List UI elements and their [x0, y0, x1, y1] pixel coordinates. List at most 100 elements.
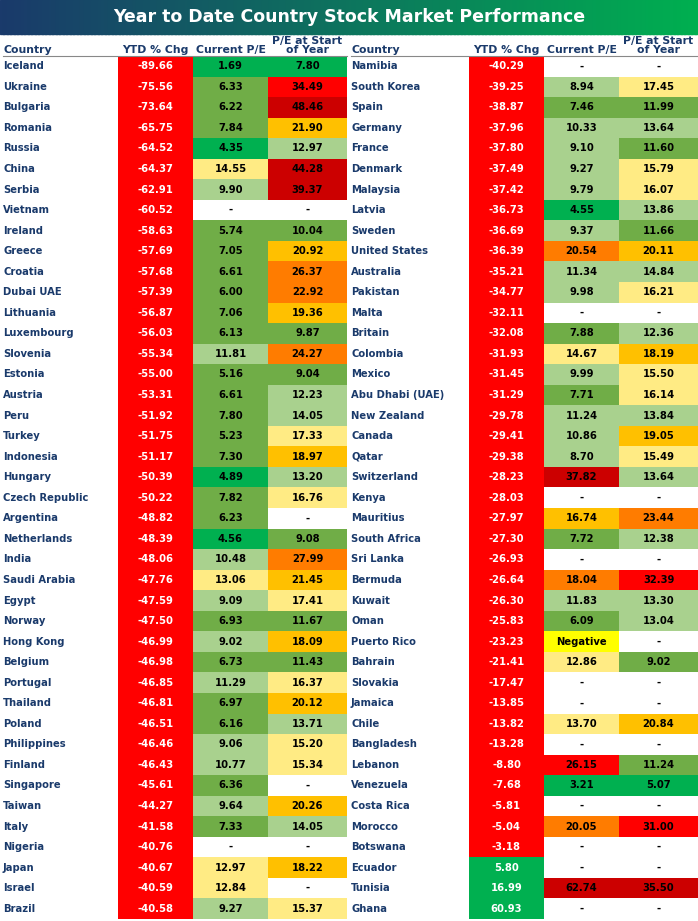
- Bar: [193, 487, 268, 508]
- Text: Singapore: Singapore: [3, 780, 61, 790]
- Text: Taiwan: Taiwan: [3, 801, 42, 811]
- Text: Colombia: Colombia: [351, 349, 403, 359]
- Text: 13.70: 13.70: [565, 718, 597, 729]
- Bar: [268, 220, 347, 241]
- Text: -40.29: -40.29: [489, 62, 524, 71]
- Text: -51.75: -51.75: [138, 431, 174, 441]
- Bar: [356, 0, 360, 34]
- Text: -5.04: -5.04: [492, 822, 521, 832]
- Bar: [469, 508, 544, 529]
- Text: 6.61: 6.61: [218, 267, 243, 276]
- Bar: [544, 97, 619, 118]
- Bar: [321, 0, 325, 34]
- Text: -65.75: -65.75: [138, 122, 173, 133]
- Bar: [193, 837, 268, 857]
- Text: -36.69: -36.69: [489, 226, 524, 236]
- Text: -26.30: -26.30: [489, 596, 524, 605]
- Text: Namibia: Namibia: [351, 62, 398, 71]
- Bar: [178, 0, 182, 34]
- Bar: [335, 0, 339, 34]
- Bar: [469, 878, 544, 899]
- Text: 7.80: 7.80: [218, 411, 243, 421]
- Bar: [349, 0, 353, 34]
- Text: -: -: [656, 493, 660, 503]
- Text: 34.49: 34.49: [292, 82, 323, 92]
- Bar: [216, 0, 221, 34]
- Bar: [520, 0, 524, 34]
- Text: -26.93: -26.93: [489, 554, 524, 565]
- Bar: [469, 323, 544, 344]
- Text: Ecuador: Ecuador: [351, 863, 396, 872]
- Text: 9.99: 9.99: [570, 369, 594, 379]
- Bar: [625, 0, 629, 34]
- Text: -50.22: -50.22: [138, 493, 173, 503]
- Bar: [193, 97, 268, 118]
- Bar: [469, 138, 544, 158]
- Bar: [475, 0, 479, 34]
- Text: 24.27: 24.27: [292, 349, 323, 359]
- Text: Czech Republic: Czech Republic: [3, 493, 89, 503]
- Bar: [209, 0, 214, 34]
- Text: -47.59: -47.59: [138, 596, 173, 605]
- Text: 18.09: 18.09: [292, 636, 323, 647]
- Bar: [607, 0, 611, 34]
- Bar: [544, 816, 619, 837]
- Text: -31.29: -31.29: [489, 390, 524, 400]
- Bar: [126, 0, 130, 34]
- Bar: [7, 0, 11, 34]
- Text: Thailand: Thailand: [3, 698, 52, 708]
- Bar: [193, 447, 268, 467]
- Bar: [469, 303, 544, 323]
- Text: 7.33: 7.33: [218, 822, 243, 832]
- Bar: [268, 282, 347, 303]
- Text: Mauritius: Mauritius: [351, 513, 405, 523]
- Text: -: -: [656, 554, 660, 565]
- Bar: [49, 0, 53, 34]
- Bar: [193, 652, 268, 672]
- Bar: [140, 0, 144, 34]
- Text: -55.34: -55.34: [138, 349, 174, 359]
- Text: Latvia: Latvia: [351, 205, 385, 216]
- Bar: [154, 0, 158, 34]
- Bar: [440, 0, 444, 34]
- Text: 6.93: 6.93: [218, 616, 243, 626]
- Bar: [530, 0, 535, 34]
- Bar: [268, 158, 347, 180]
- Text: 13.64: 13.64: [642, 472, 674, 483]
- Bar: [290, 0, 294, 34]
- Bar: [544, 405, 619, 426]
- Text: Malta: Malta: [351, 308, 383, 318]
- Bar: [469, 652, 544, 672]
- Bar: [193, 385, 268, 405]
- Bar: [105, 0, 109, 34]
- Text: of Year: of Year: [286, 45, 329, 55]
- Bar: [0, 0, 4, 34]
- Text: YTD % Chg: YTD % Chg: [473, 45, 540, 55]
- Text: 4.35: 4.35: [218, 144, 243, 154]
- Bar: [674, 0, 678, 34]
- Bar: [241, 0, 245, 34]
- Text: Croatia: Croatia: [3, 267, 44, 276]
- Text: Kenya: Kenya: [351, 493, 385, 503]
- Text: 7.30: 7.30: [218, 451, 243, 461]
- Text: -: -: [579, 842, 584, 852]
- Text: 11.24: 11.24: [565, 411, 597, 421]
- Bar: [193, 529, 268, 549]
- Bar: [614, 0, 618, 34]
- Bar: [461, 0, 465, 34]
- Bar: [619, 76, 698, 97]
- Text: 9.10: 9.10: [569, 144, 594, 154]
- Bar: [115, 0, 119, 34]
- Bar: [339, 0, 343, 34]
- Bar: [544, 200, 619, 220]
- Bar: [656, 0, 660, 34]
- Bar: [118, 344, 193, 364]
- Bar: [619, 241, 698, 262]
- Text: 15.50: 15.50: [643, 369, 674, 379]
- Text: 16.76: 16.76: [292, 493, 323, 503]
- Text: 4.56: 4.56: [218, 534, 243, 544]
- Bar: [513, 0, 517, 34]
- Bar: [118, 467, 193, 487]
- Bar: [193, 180, 268, 200]
- Bar: [583, 0, 587, 34]
